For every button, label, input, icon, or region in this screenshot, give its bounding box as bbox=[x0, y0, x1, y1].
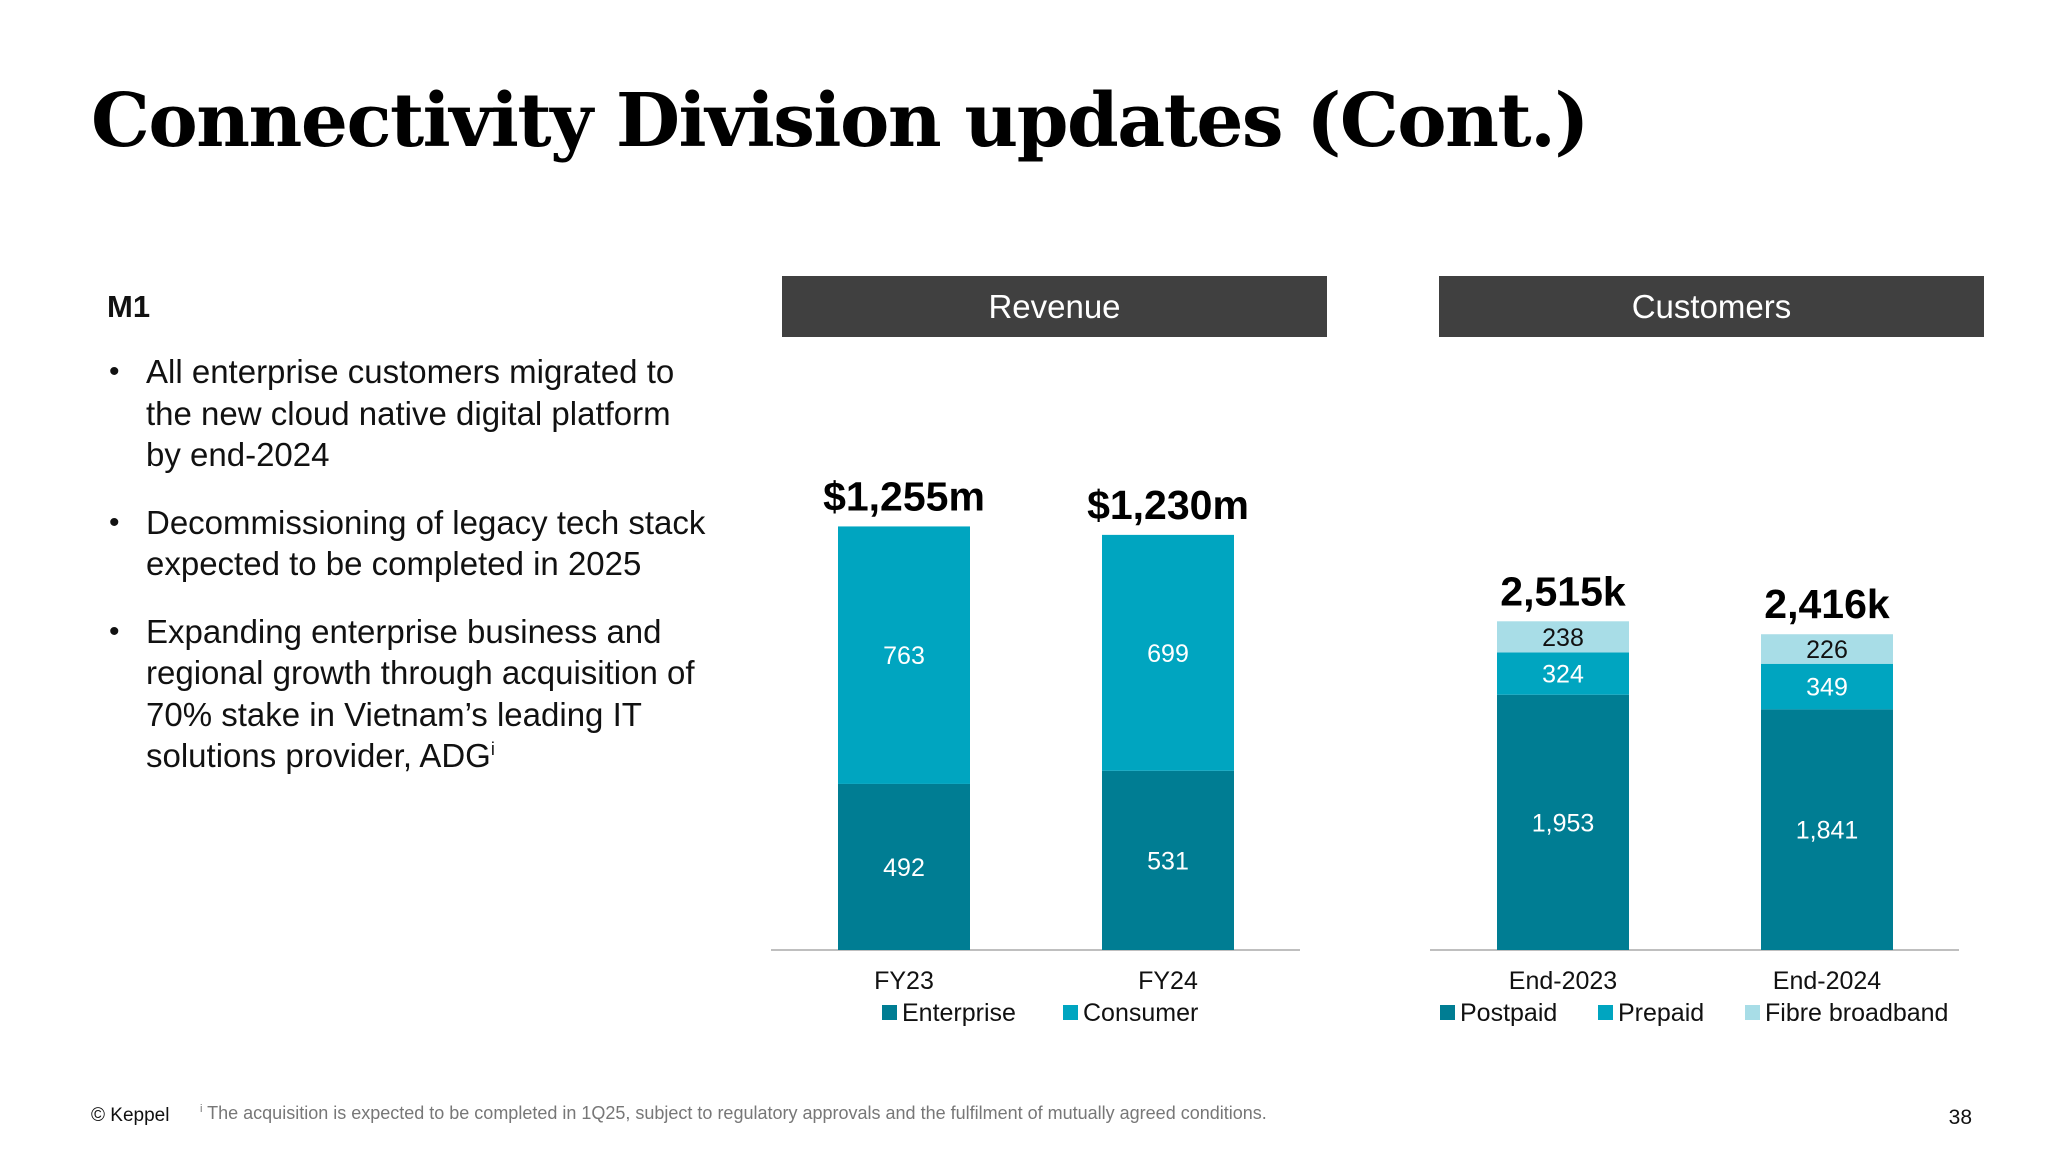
revenue-category-label: FY24 bbox=[1138, 967, 1198, 995]
revenue-total-label: $1,230m bbox=[1087, 482, 1249, 528]
customers-total-label: 2,416k bbox=[1764, 581, 1890, 627]
customers-data-label: 324 bbox=[1542, 661, 1584, 689]
customers-legend-label: Prepaid bbox=[1618, 999, 1704, 1027]
revenue-legend-swatch bbox=[882, 1005, 897, 1020]
customers-total-label: 2,515k bbox=[1500, 568, 1626, 614]
bullet-dot-icon: • bbox=[109, 614, 120, 648]
bullet-item: • All enterprise customers migrated to t… bbox=[107, 351, 707, 476]
revenue-bar-enterprise bbox=[838, 783, 970, 950]
bullet-dot-icon: • bbox=[109, 355, 120, 388]
revenue-data-label: 763 bbox=[883, 642, 925, 670]
bullet-list: • All enterprise customers migrated to t… bbox=[107, 351, 707, 803]
revenue-legend-label: Consumer bbox=[1083, 999, 1198, 1027]
revenue-category-label: FY23 bbox=[874, 967, 934, 995]
bullet-item: • Expanding enterprise business and regi… bbox=[107, 611, 707, 777]
customers-bar-fibre-broadband bbox=[1497, 621, 1629, 653]
customers-bar-postpaid bbox=[1761, 709, 1893, 950]
footnote-marker: i bbox=[200, 1103, 203, 1115]
customers-bar-fibre-broadband bbox=[1761, 634, 1893, 664]
revenue-total-label: $1,255m bbox=[823, 473, 985, 519]
customers-category-label: End-2023 bbox=[1509, 967, 1617, 995]
customers-bar-prepaid bbox=[1761, 663, 1893, 710]
page-number: 38 bbox=[1948, 1106, 1972, 1129]
revenue-bar-consumer bbox=[838, 526, 970, 784]
bullet-text: Expanding enterprise business and region… bbox=[146, 612, 695, 775]
customers-chart-header: Customers bbox=[1439, 276, 1984, 337]
bullet-item: • Decommissioning of legacy tech stack e… bbox=[107, 502, 707, 585]
revenue-bar-consumer bbox=[1102, 534, 1234, 771]
customers-category-label: End-2024 bbox=[1773, 967, 1882, 995]
customers-data-label: 1,953 bbox=[1532, 809, 1595, 837]
customers-legend-swatch bbox=[1440, 1005, 1455, 1020]
page-title: Connectivity Division updates (Cont.) bbox=[91, 78, 1589, 164]
customers-legend-label: Fibre broadband bbox=[1765, 999, 1948, 1027]
revenue-data-label: 531 bbox=[1147, 847, 1189, 875]
revenue-bar-enterprise bbox=[1102, 770, 1234, 950]
bullet-superscript: i bbox=[490, 739, 495, 759]
revenue-legend-label: Enterprise bbox=[902, 999, 1016, 1027]
customers-data-label: 349 bbox=[1806, 674, 1848, 702]
customers-bar-postpaid bbox=[1497, 694, 1629, 950]
customers-legend-label: Postpaid bbox=[1460, 999, 1557, 1027]
customers-legend-swatch bbox=[1745, 1005, 1760, 1020]
revenue-data-label: 492 bbox=[883, 854, 925, 882]
customers-data-label: 238 bbox=[1542, 624, 1584, 652]
revenue-legend-swatch bbox=[1063, 1005, 1078, 1020]
copyright: © Keppel bbox=[91, 1105, 170, 1126]
customers-data-label: 226 bbox=[1806, 636, 1848, 664]
section-heading: M1 bbox=[107, 289, 151, 324]
bullet-text: All enterprise customers migrated to the… bbox=[146, 353, 675, 473]
customers-data-label: 1,841 bbox=[1796, 817, 1859, 845]
footnote-text: The acquisition is expected to be comple… bbox=[207, 1103, 1267, 1123]
footnote: i The acquisition is expected to be comp… bbox=[200, 1103, 1267, 1124]
customers-bar-prepaid bbox=[1497, 652, 1629, 695]
bullet-text: Decommissioning of legacy tech stack exp… bbox=[146, 503, 706, 583]
revenue-data-label: 699 bbox=[1147, 640, 1189, 668]
revenue-chart-header: Revenue bbox=[782, 276, 1327, 337]
bullet-dot-icon: • bbox=[109, 505, 120, 539]
customers-legend-swatch bbox=[1598, 1005, 1613, 1020]
